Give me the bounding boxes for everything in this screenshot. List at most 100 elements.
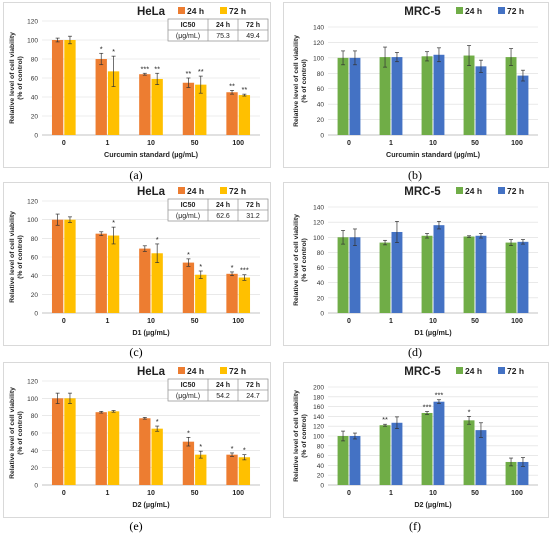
y-tick-label: 120 [313, 220, 324, 227]
panel-e: HeLa 24 h 72 h 0 20 40 60 80 100 120 Relative leve… [3, 362, 271, 518]
y-tick-label: 140 [313, 25, 324, 32]
ic50-cell-text: 31.2 [246, 213, 260, 220]
legend-swatch [178, 367, 185, 374]
y-axis-label-line: Relative level of cell viability [9, 32, 16, 124]
y-tick-label: 160 [313, 404, 324, 411]
bar [64, 398, 76, 485]
x-tick-label: 1 [105, 490, 109, 497]
panel-f: MRC-5 24 h 72 h 0 20 40 60 80 100 120 140 160 180 200… [283, 362, 549, 518]
x-tick-label: 10 [429, 140, 437, 147]
x-tick-label: 0 [62, 140, 66, 147]
significance-marker: ** [198, 67, 204, 76]
bar [151, 253, 163, 313]
x-tick-label: 1 [105, 318, 109, 325]
x-tick-label: 50 [191, 490, 199, 497]
y-tick-label: 60 [31, 76, 39, 83]
y-tick-label: 100 [27, 38, 38, 45]
x-tick-label: 100 [232, 490, 244, 497]
bar [391, 422, 403, 485]
ic50-cell-text: 24 h [216, 202, 230, 209]
legend-swatch [456, 7, 463, 14]
y-tick-label: 80 [31, 413, 39, 420]
legend-label: 24 h [187, 186, 204, 196]
legend-swatch [220, 367, 227, 374]
significance-marker: ** [241, 85, 247, 94]
ic50-cell-text: IC50 [181, 22, 196, 29]
bar [64, 40, 76, 135]
bar [433, 225, 445, 313]
y-tick-label: 140 [313, 205, 324, 212]
bar [433, 401, 445, 485]
y-tick-label: 100 [313, 235, 324, 242]
y-tick-label: 0 [34, 311, 38, 318]
bar [505, 461, 517, 485]
legend-label: 72 h [229, 186, 246, 196]
ic50-cell-text: (μg/mL) [176, 213, 200, 220]
y-axis-label-line: Relative level of cell viability [9, 387, 16, 479]
bar [475, 430, 487, 485]
x-axis-label: D2 (µg/mL) [414, 500, 452, 509]
chart-b-svg: MRC-5 24 h 72 h020406080100120140Relative … [293, 6, 538, 159]
y-tick-label: 60 [317, 453, 325, 460]
y-tick-label: 40 [317, 463, 325, 470]
significance-marker: ** [186, 69, 192, 78]
panel-a: HeLa 24 h 72 h 0 20 40 60 80 100 120 Relative leve… [3, 2, 271, 168]
y-axis-label: Relative level of cell viability (% of co… [293, 35, 308, 127]
legend-swatch [498, 7, 505, 14]
ic50-cell-text: (μg/mL) [176, 33, 200, 40]
y-tick-label: 0 [34, 483, 38, 490]
panel-d: MRC-5 24 h 72 h 0 20 40 60 80 100 120 140 Relative … [283, 182, 549, 346]
y-axis-label-line: (% of control) [17, 56, 24, 100]
significance-marker: * [112, 47, 115, 56]
bar [139, 74, 151, 135]
significance-marker: * [156, 235, 159, 244]
bar [226, 92, 238, 135]
y-tick-label: 180 [313, 394, 324, 401]
bar [95, 233, 107, 313]
chart-title: HeLa [137, 366, 166, 378]
bar [433, 54, 445, 136]
bar [139, 418, 151, 485]
y-tick-label: 120 [313, 424, 324, 431]
ic50-cell [237, 209, 269, 222]
y-tick-label: 20 [31, 465, 39, 472]
ic50-cell-text: 72 h [246, 202, 260, 209]
bar [349, 57, 361, 135]
bar [349, 436, 361, 485]
ic50-cell-text: 24 h [216, 22, 230, 29]
bar [64, 219, 76, 313]
y-tick-label: 140 [313, 414, 324, 421]
chart-title: MRC-5 [404, 6, 441, 18]
bar [337, 57, 349, 135]
legend-swatch [456, 367, 463, 374]
legend-swatch [456, 187, 463, 194]
bar [151, 428, 163, 485]
x-tick-label: 0 [347, 490, 351, 497]
y-axis-label-line: Relative level of cell viability [9, 211, 16, 303]
y-axis-label-line: (% of control) [301, 414, 308, 458]
legend-swatch [178, 7, 185, 14]
significance-marker: * [243, 446, 246, 455]
significance-marker: * [112, 218, 115, 227]
legend-swatch [220, 7, 227, 14]
bar [226, 454, 238, 485]
y-axis-label-line: (% of control) [17, 411, 24, 455]
y-tick-label: 40 [31, 95, 39, 102]
bar [517, 241, 529, 313]
x-axis-label: D2 (µg/mL) [132, 500, 170, 509]
x-tick-label: 1 [389, 318, 393, 325]
legend-label: 72 h [229, 366, 246, 376]
bar [195, 454, 207, 485]
bar [421, 235, 433, 313]
bar [51, 219, 64, 313]
bar [238, 277, 251, 313]
legend-label: 72 h [507, 366, 524, 376]
bar [51, 40, 64, 135]
y-tick-label: 0 [34, 133, 38, 140]
caption-e: (e) [129, 519, 143, 533]
bar [391, 57, 403, 136]
y-axis-label: Relative level of cell viability (% of co… [293, 214, 308, 306]
chart-f-svg: MRC-5 24 h 72 h020406080100120140160180200… [293, 366, 538, 509]
y-tick-label: 100 [313, 55, 324, 62]
